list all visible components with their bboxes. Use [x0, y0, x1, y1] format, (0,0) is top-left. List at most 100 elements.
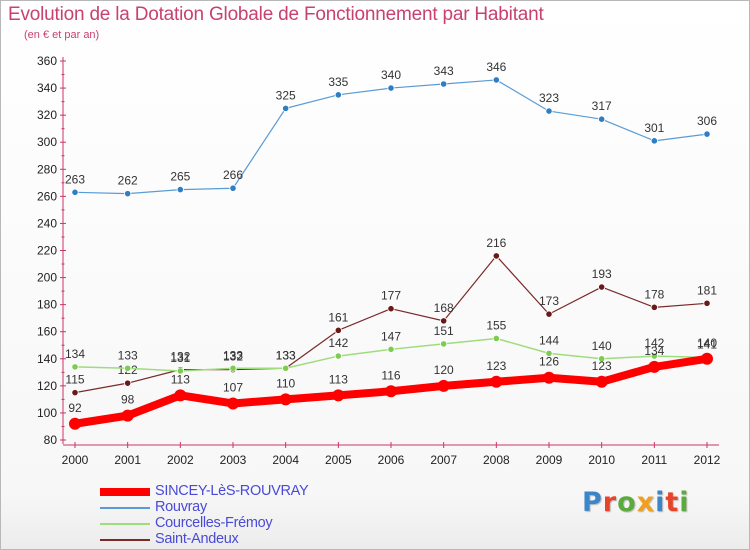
data-label: 306	[697, 114, 717, 128]
y-tick-label: 140	[37, 352, 57, 366]
data-label: 263	[65, 172, 85, 186]
data-point	[282, 104, 290, 112]
logo-letter: i	[655, 487, 666, 518]
legend-item-rouvray: Rouvray	[100, 499, 360, 516]
data-label: 113	[171, 372, 190, 386]
data-label: 323	[539, 91, 559, 105]
data-label: 155	[486, 318, 506, 332]
x-tick-label: 2004	[272, 453, 299, 467]
data-point	[648, 360, 661, 373]
proxiti-logo: Proxiti	[582, 487, 690, 518]
data-point	[492, 334, 500, 343]
data-point	[385, 385, 397, 398]
data-point	[703, 130, 711, 138]
x-tick-label: 2002	[167, 453, 194, 467]
data-label: 113	[329, 372, 348, 386]
data-label: 173	[539, 294, 559, 308]
data-point	[334, 352, 342, 360]
legend-swatch-saint-andeux	[100, 539, 150, 541]
data-point	[334, 326, 342, 334]
data-point	[492, 252, 500, 260]
x-tick-label: 2007	[430, 453, 457, 467]
data-label: 120	[434, 363, 454, 377]
data-label: 132	[223, 350, 243, 364]
data-label: 151	[434, 324, 454, 338]
y-tick-label: 200	[37, 271, 57, 285]
data-label: 140	[592, 339, 612, 353]
x-tick-label: 2011	[641, 453, 667, 467]
data-label: 266	[223, 168, 243, 182]
data-point	[440, 340, 448, 348]
y-tick-label: 320	[37, 108, 57, 122]
data-point	[282, 364, 290, 372]
y-tick-label: 80	[44, 433, 58, 447]
data-label: 317	[592, 99, 612, 113]
legend-label-rouvray: Rouvray	[155, 499, 207, 515]
data-label: 115	[65, 373, 84, 387]
data-point	[124, 190, 132, 198]
data-point	[545, 310, 553, 318]
data-label: 141	[697, 337, 717, 351]
data-label: 107	[223, 380, 243, 394]
data-label: 340	[381, 68, 401, 82]
data-label: 193	[592, 267, 612, 281]
data-point	[543, 371, 555, 384]
data-point	[598, 283, 606, 291]
data-point	[440, 80, 448, 88]
y-tick-label: 220	[37, 244, 57, 258]
legend-item-saint-andeux: Saint-Andeux	[100, 531, 360, 548]
data-point	[387, 345, 395, 353]
data-point	[71, 363, 79, 371]
data-label: 133	[223, 348, 243, 362]
data-label: 92	[68, 401, 82, 415]
data-label: 178	[644, 287, 664, 301]
y-tick-label: 300	[37, 135, 57, 149]
logo-letter: o	[617, 487, 637, 518]
data-point	[650, 303, 658, 311]
x-tick-label: 2008	[483, 453, 510, 467]
data-point	[334, 91, 342, 99]
data-label: 131	[170, 351, 190, 365]
legend-label-sincey: SINCEY-LèS-ROUVRAY	[155, 483, 309, 499]
data-point	[71, 188, 79, 196]
data-point	[545, 349, 553, 357]
legend-swatch-sincey	[100, 488, 150, 496]
y-tick-label: 240	[37, 216, 57, 230]
y-tick-label: 360	[37, 54, 57, 68]
logo-letter: t	[665, 487, 680, 518]
legend-item-sincey: SINCEY-LèS-ROUVRAY	[100, 483, 360, 500]
legend-label-courcelles: Courcelles-Frémoy	[155, 515, 273, 531]
data-label: 133	[118, 348, 138, 362]
y-tick-label: 120	[37, 379, 57, 393]
data-label: 181	[697, 283, 717, 297]
logo-letter: r	[602, 487, 618, 518]
data-label: 126	[539, 355, 559, 369]
data-point	[598, 355, 606, 363]
logo-letter: x	[636, 487, 656, 518]
data-label: 98	[121, 393, 135, 407]
data-label: 177	[381, 289, 401, 303]
data-point	[332, 389, 345, 402]
legend: SINCEY-LèS-ROUVRAY Rouvray Courcelles-Fr…	[100, 483, 360, 548]
x-tick-label: 2012	[694, 453, 721, 467]
x-tick-label: 2001	[114, 453, 141, 467]
legend-swatch-rouvray	[100, 507, 150, 509]
data-label: 133	[276, 348, 296, 362]
data-point	[174, 389, 187, 402]
x-tick-label: 2005	[325, 453, 352, 467]
data-point	[650, 137, 658, 145]
data-label: 168	[434, 301, 454, 315]
y-tick-label: 340	[37, 81, 57, 95]
data-label: 123	[486, 359, 506, 373]
y-tick-label: 260	[37, 189, 57, 203]
data-point	[176, 367, 184, 375]
logo-letter: i	[679, 487, 690, 518]
data-label: 123	[592, 359, 612, 373]
data-label: 116	[381, 368, 400, 382]
data-label: 335	[328, 75, 348, 89]
data-point	[229, 184, 237, 192]
x-tick-label: 2003	[220, 453, 247, 467]
data-label: 216	[486, 236, 506, 250]
data-label: 265	[170, 170, 190, 184]
